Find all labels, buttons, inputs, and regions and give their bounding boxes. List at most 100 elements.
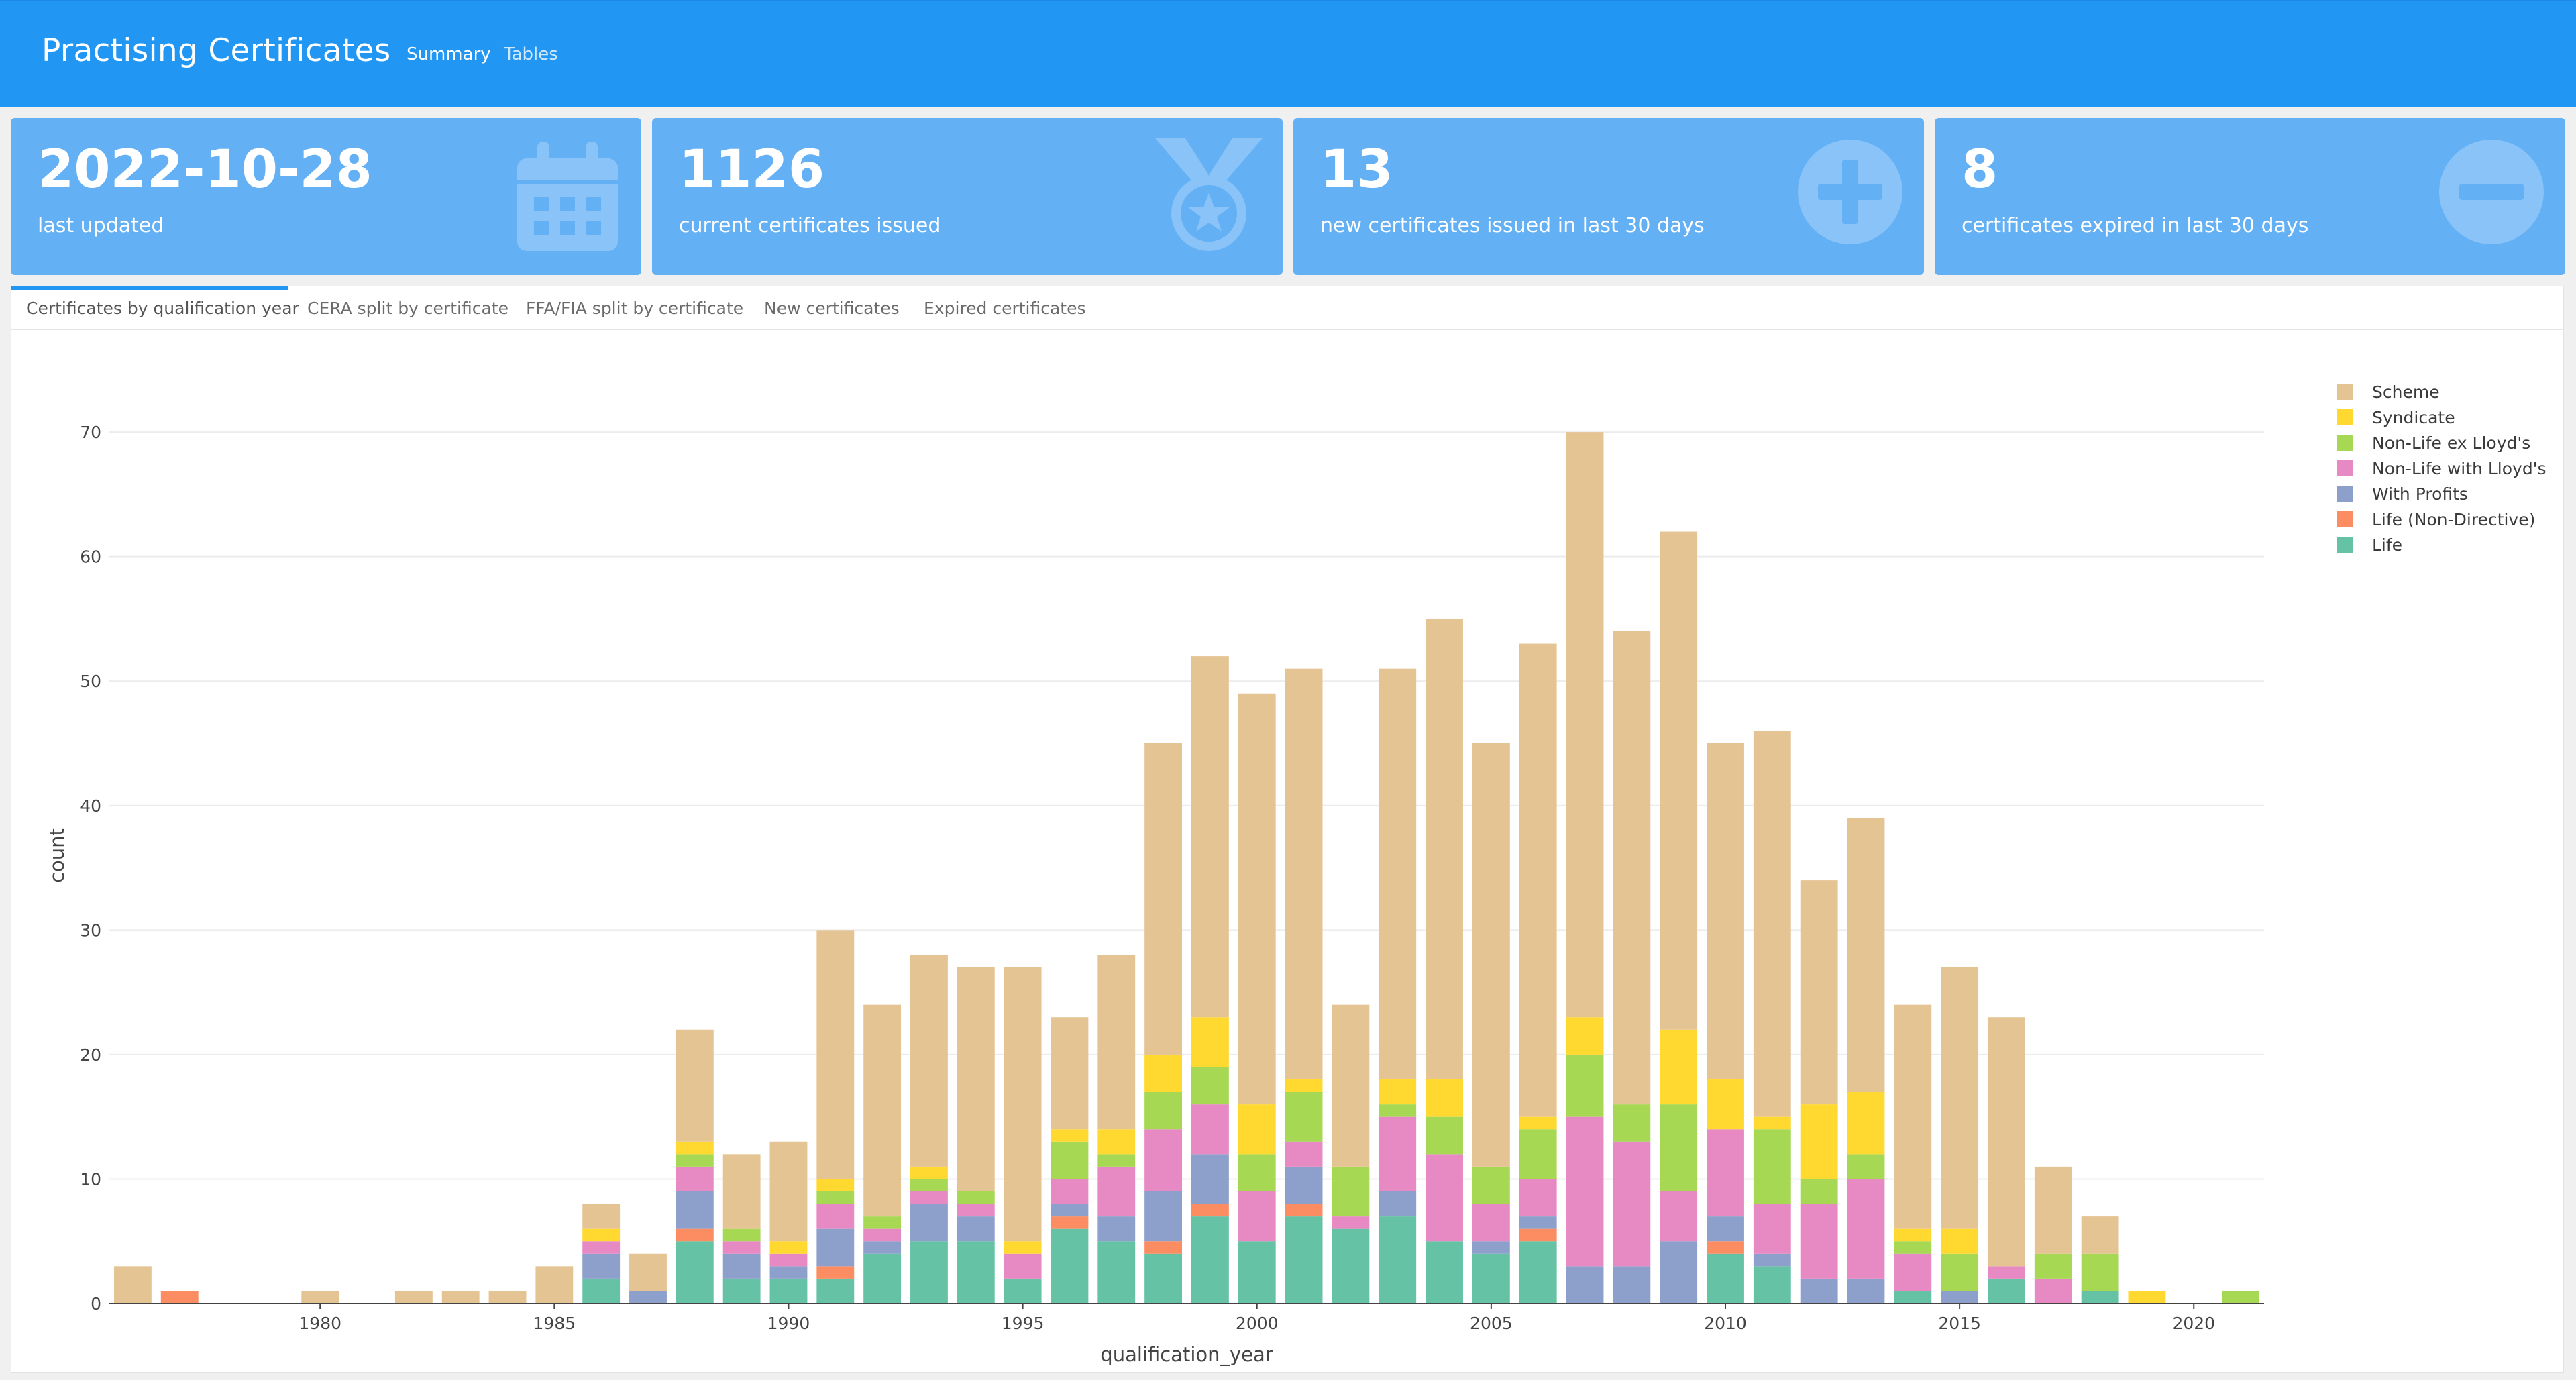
bar-segment[interactable] xyxy=(1332,1216,1370,1229)
bar-segment[interactable] xyxy=(910,1166,948,1179)
bar-segment[interactable] xyxy=(910,1204,948,1242)
bar-segment[interactable] xyxy=(1097,1129,1136,1155)
bar-segment[interactable] xyxy=(1051,1216,1089,1229)
bar-segment[interactable] xyxy=(957,1241,995,1304)
bar-segment[interactable] xyxy=(441,1291,480,1304)
bar-segment[interactable] xyxy=(1238,1104,1276,1155)
bar-segment[interactable] xyxy=(1753,731,1791,1117)
bar-segment[interactable] xyxy=(910,1241,948,1304)
bar-segment[interactable] xyxy=(582,1253,621,1279)
bar-segment[interactable] xyxy=(1894,1291,1932,1304)
bar-segment[interactable] xyxy=(1144,1092,1183,1130)
bar-segment[interactable] xyxy=(1379,1104,1417,1117)
bar-segment[interactable] xyxy=(1004,1241,1042,1254)
bar-segment[interactable] xyxy=(1941,1291,1979,1304)
bar-segment[interactable] xyxy=(1800,1204,1838,1279)
bar-segment[interactable] xyxy=(1191,1067,1229,1105)
bar-segment[interactable] xyxy=(863,1241,902,1254)
bar-segment[interactable] xyxy=(1519,1116,1557,1130)
bar-segment[interactable] xyxy=(1097,955,1136,1130)
bar-segment[interactable] xyxy=(1285,1141,1323,1167)
bar-segment[interactable] xyxy=(910,955,948,1167)
bar-segment[interactable] xyxy=(1660,531,1698,1030)
bar-segment[interactable] xyxy=(1472,1241,1510,1254)
bar-segment[interactable] xyxy=(676,1141,714,1155)
bar-segment[interactable] xyxy=(2081,1216,2119,1254)
bar-segment[interactable] xyxy=(1519,1228,1557,1242)
bar-segment[interactable] xyxy=(1144,1191,1183,1242)
bar-segment[interactable] xyxy=(676,1241,714,1304)
bar-segment[interactable] xyxy=(1800,880,1838,1105)
bar-segment[interactable] xyxy=(1004,967,1042,1242)
bar-segment[interactable] xyxy=(722,1241,761,1254)
bar-segment[interactable] xyxy=(535,1266,574,1304)
bar-segment[interactable] xyxy=(1988,1017,2025,1267)
bar-segment[interactable] xyxy=(1379,1079,1417,1105)
bar-segment[interactable] xyxy=(722,1278,761,1304)
bar-segment[interactable] xyxy=(394,1291,433,1304)
bar-segment[interactable] xyxy=(1566,1266,1604,1304)
bar-segment[interactable] xyxy=(676,1228,714,1242)
bar-segment[interactable] xyxy=(816,1266,855,1279)
bar-segment[interactable] xyxy=(1191,656,1229,1018)
nav-summary-link[interactable]: Summary xyxy=(407,44,491,64)
bar-segment[interactable] xyxy=(488,1291,527,1304)
app-title[interactable]: Practising Certificates xyxy=(42,32,391,69)
bar-segment[interactable] xyxy=(816,930,855,1179)
bar-segment[interactable] xyxy=(957,967,995,1191)
nav-tables-link[interactable]: Tables xyxy=(504,44,558,64)
bar-segment[interactable] xyxy=(676,1154,714,1167)
bar-segment[interactable] xyxy=(676,1191,714,1229)
bar-segment[interactable] xyxy=(1660,1104,1698,1191)
bar-segment[interactable] xyxy=(1753,1266,1791,1304)
bar-segment[interactable] xyxy=(1004,1253,1042,1279)
bar-segment[interactable] xyxy=(1472,1166,1510,1204)
bar-segment[interactable] xyxy=(1426,1154,1463,1242)
tab-qualification-year[interactable]: Certificates by qualification year xyxy=(26,299,299,318)
bar-segment[interactable] xyxy=(582,1204,621,1229)
bar-segment[interactable] xyxy=(1191,1104,1229,1155)
bar-segment[interactable] xyxy=(1894,1228,1932,1242)
bar-segment[interactable] xyxy=(722,1154,761,1229)
bar-segment[interactable] xyxy=(1426,1079,1463,1117)
bar-segment[interactable] xyxy=(722,1228,761,1242)
bar-segment[interactable] xyxy=(1238,1154,1276,1191)
bar-segment[interactable] xyxy=(1800,1104,1838,1179)
bar-segment[interactable] xyxy=(1238,693,1276,1105)
bar-segment[interactable] xyxy=(1613,1141,1651,1267)
bar-segment[interactable] xyxy=(676,1029,714,1142)
bar-segment[interactable] xyxy=(1144,743,1183,1055)
bar-segment[interactable] xyxy=(1379,1191,1417,1217)
bar-segment[interactable] xyxy=(1894,1253,1932,1291)
legend-item[interactable]: Scheme xyxy=(2337,382,2440,402)
bar-segment[interactable] xyxy=(1379,1216,1417,1304)
bar-segment[interactable] xyxy=(1191,1154,1229,1204)
bar-segment[interactable] xyxy=(1285,1204,1323,1217)
bar-segment[interactable] xyxy=(1097,1241,1136,1304)
bar-segment[interactable] xyxy=(1847,1278,1885,1304)
bar-segment[interactable] xyxy=(582,1241,621,1254)
bar-segment[interactable] xyxy=(1707,1241,1744,1254)
legend-item[interactable]: Non-Life with Lloyd's xyxy=(2337,459,2546,478)
tab-ffa-fia-split[interactable]: FFA/FIA split by certificate xyxy=(526,299,744,318)
bar-segment[interactable] xyxy=(1051,1204,1089,1217)
bar-segment[interactable] xyxy=(676,1166,714,1191)
bar-segment[interactable] xyxy=(582,1228,621,1242)
tab-expired-certificates[interactable]: Expired certificates xyxy=(924,299,1086,318)
bar-segment[interactable] xyxy=(1426,1116,1463,1155)
bar-segment[interactable] xyxy=(1613,631,1651,1105)
bar-segment[interactable] xyxy=(1613,1104,1651,1142)
bar-segment[interactable] xyxy=(769,1141,808,1242)
bar-segment[interactable] xyxy=(629,1253,667,1291)
bar-segment[interactable] xyxy=(1144,1129,1183,1191)
bar-segment[interactable] xyxy=(1472,1204,1510,1242)
bar-segment[interactable] xyxy=(301,1291,339,1304)
bar-segment[interactable] xyxy=(1238,1241,1276,1304)
bar-segment[interactable] xyxy=(816,1204,855,1229)
tab-new-certificates[interactable]: New certificates xyxy=(764,299,900,318)
bar-segment[interactable] xyxy=(1472,1253,1510,1304)
bar-segment[interactable] xyxy=(1988,1266,2025,1279)
bar-segment[interactable] xyxy=(1285,1166,1323,1204)
bar-segment[interactable] xyxy=(1941,1228,1979,1254)
bar-segment[interactable] xyxy=(1285,1079,1323,1092)
